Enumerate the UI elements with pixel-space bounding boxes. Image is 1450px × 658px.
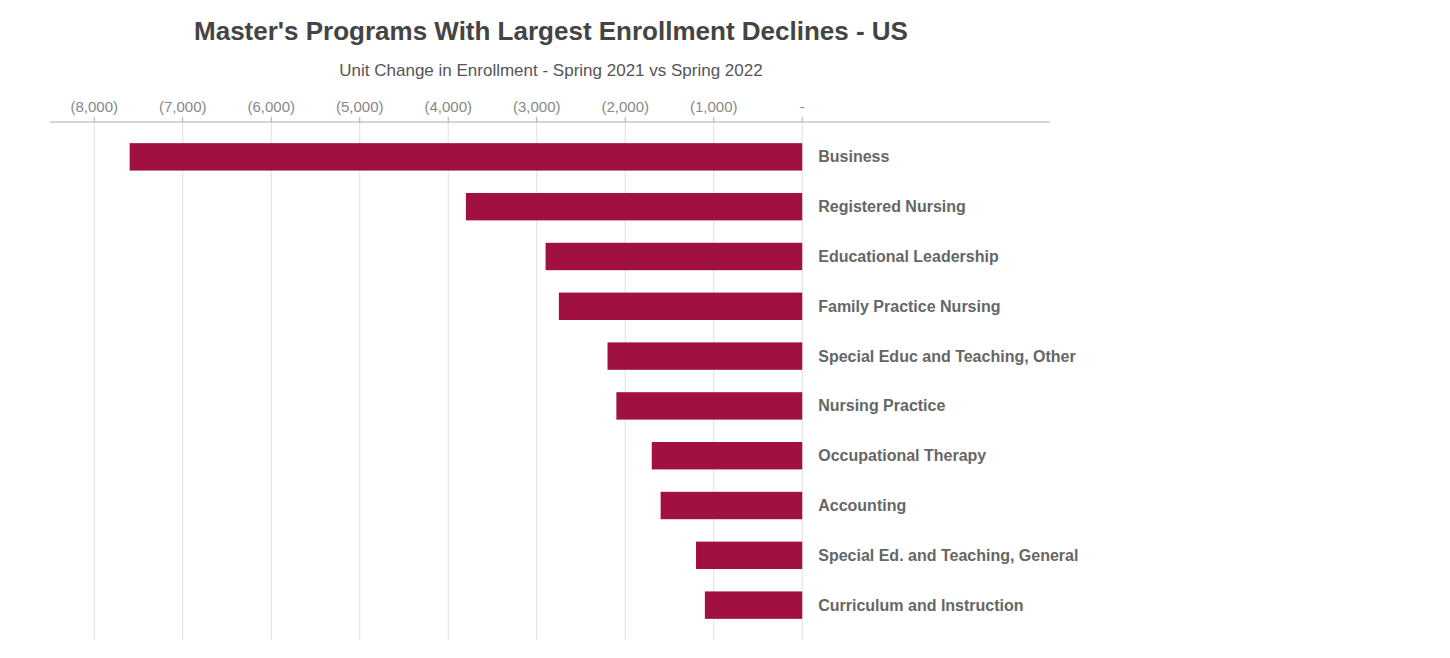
tick-mark bbox=[448, 117, 449, 122]
subtitle: Unit Change in Enrollment - Spring 2021 … bbox=[339, 61, 762, 80]
tick-mark bbox=[713, 117, 714, 122]
bar bbox=[130, 143, 803, 170]
category-label: Special Educ and Teaching, Other bbox=[818, 348, 1076, 365]
category-label: Occupational Therapy bbox=[818, 447, 986, 464]
category-label: Educational Leadership bbox=[818, 248, 999, 265]
chart-container: Master's Programs With Largest Enrollmen… bbox=[0, 0, 1450, 658]
tick-label: (7,000) bbox=[159, 98, 207, 115]
title: Master's Programs With Largest Enrollmen… bbox=[194, 16, 908, 46]
tick-label: (5,000) bbox=[336, 98, 384, 115]
tick-mark bbox=[182, 117, 183, 122]
tick-label: (8,000) bbox=[70, 98, 118, 115]
grid-line bbox=[271, 122, 272, 640]
category-label: Nursing Practice bbox=[818, 397, 945, 414]
category-label: Accounting bbox=[818, 497, 906, 514]
bars bbox=[130, 143, 803, 619]
bar bbox=[705, 591, 802, 618]
tick-mark bbox=[625, 117, 626, 122]
tick-label: - bbox=[800, 98, 805, 115]
chart-svg: Master's Programs With Largest Enrollmen… bbox=[0, 0, 1450, 658]
tick-label: (2,000) bbox=[601, 98, 649, 115]
tick-mark bbox=[536, 117, 537, 122]
bar bbox=[559, 293, 802, 320]
tick-label: (4,000) bbox=[424, 98, 472, 115]
bar bbox=[661, 492, 803, 519]
tick-label: (6,000) bbox=[247, 98, 295, 115]
bar bbox=[616, 392, 802, 419]
grid-line bbox=[359, 122, 360, 640]
tick-mark bbox=[359, 117, 360, 122]
category-label: Registered Nursing bbox=[818, 198, 966, 215]
grid-line bbox=[448, 122, 449, 640]
bar bbox=[696, 542, 802, 569]
tick-mark bbox=[271, 117, 272, 122]
tick-mark bbox=[94, 117, 95, 122]
bar bbox=[466, 193, 802, 220]
category-label: Curriculum and Instruction bbox=[818, 597, 1023, 614]
category-label: Family Practice Nursing bbox=[818, 298, 1000, 315]
category-label: Business bbox=[818, 148, 889, 165]
bar bbox=[608, 342, 803, 369]
grid-line bbox=[94, 122, 95, 640]
axis-line bbox=[50, 122, 1050, 123]
bar bbox=[652, 442, 802, 469]
category-label: Special Ed. and Teaching, General bbox=[818, 547, 1078, 564]
grid-line bbox=[182, 122, 183, 640]
bar bbox=[546, 243, 803, 270]
tick-mark bbox=[802, 117, 803, 122]
grid bbox=[94, 122, 802, 640]
tick-label: (1,000) bbox=[690, 98, 738, 115]
tick-label: (3,000) bbox=[513, 98, 561, 115]
